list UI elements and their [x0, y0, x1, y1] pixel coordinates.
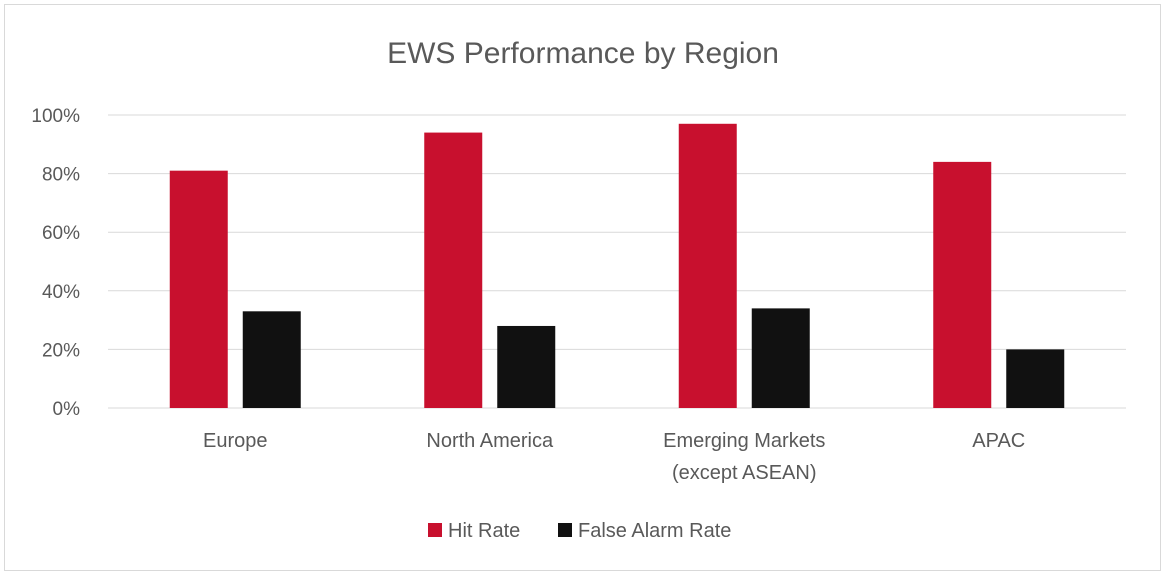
x-axis: Europe North America Emerging Markets (exce…: [203, 430, 1025, 484]
y-axis: 0% 20% 40% 60% 80% 100%: [31, 106, 80, 420]
y-tick-label: 60%: [42, 223, 80, 244]
x-category-label: Europe: [203, 430, 268, 452]
bar-hit-rate: [678, 123, 737, 408]
y-tick-label: 40%: [42, 282, 80, 303]
y-tick-label: 0%: [53, 399, 81, 420]
y-tick-label: 20%: [42, 340, 80, 361]
chart-title: EWS Performance by Region: [387, 37, 779, 70]
x-category-label: (except ASEAN): [672, 462, 817, 484]
bar-false-alarm-rate: [1006, 349, 1065, 408]
legend-swatch: [428, 523, 442, 537]
bar-hit-rate: [424, 132, 483, 408]
y-tick-label: 80%: [42, 165, 80, 186]
bar-false-alarm-rate: [242, 311, 301, 408]
bar-hit-rate: [933, 161, 992, 408]
x-category-label: North America: [426, 430, 554, 452]
bar-false-alarm-rate: [751, 308, 810, 408]
legend-label: False Alarm Rate: [578, 520, 731, 542]
bar-false-alarm-rate: [497, 325, 556, 408]
bar-hit-rate: [169, 170, 228, 408]
legend-swatch: [558, 523, 572, 537]
bars: [169, 123, 1065, 408]
y-tick-label: 100%: [31, 106, 80, 127]
legend-label: Hit Rate: [448, 520, 520, 542]
x-category-label: APAC: [972, 430, 1025, 452]
legend: Hit Rate False Alarm Rate: [428, 520, 731, 542]
x-category-label: Emerging Markets: [663, 430, 825, 452]
